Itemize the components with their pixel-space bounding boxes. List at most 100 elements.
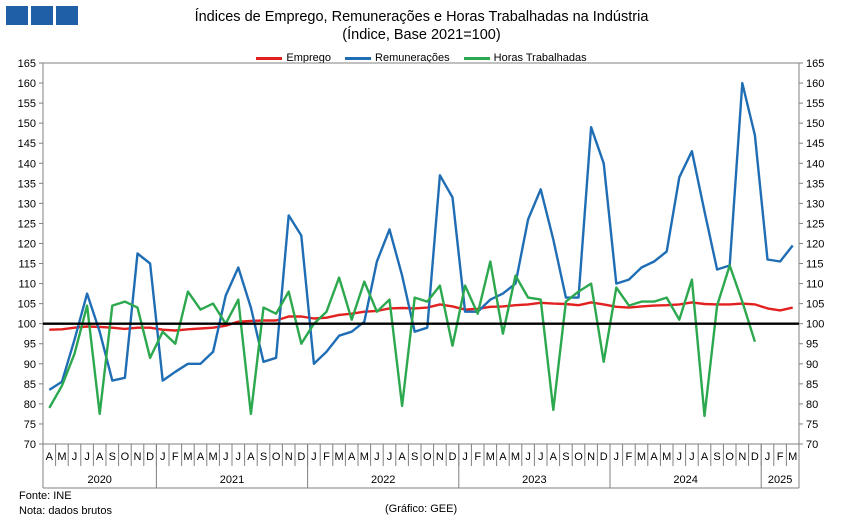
x-year-label: 2025: [768, 474, 792, 486]
x-month-label: N: [738, 451, 746, 463]
y-tick-label-right: 125: [806, 218, 824, 230]
y-tick-label-left: 155: [18, 98, 36, 110]
y-tick-label-left: 80: [24, 399, 36, 411]
x-month-label: N: [134, 451, 142, 463]
y-tick-label-left: 130: [18, 198, 36, 210]
y-tick-label-left: 105: [18, 299, 36, 311]
y-tick-label-left: 160: [18, 78, 36, 90]
x-month-label: J: [614, 451, 620, 463]
y-tick-label-left: 140: [18, 158, 36, 170]
x-month-label: J: [374, 451, 380, 463]
x-month-label: M: [662, 451, 671, 463]
x-month-label: O: [725, 451, 734, 463]
y-tick-label-left: 145: [18, 138, 36, 150]
x-month-label: J: [765, 451, 771, 463]
x-month-label: A: [348, 451, 356, 463]
y-tick-label-left: 95: [24, 339, 36, 351]
legend-label: Remunerações: [375, 52, 450, 64]
x-month-label: J: [84, 451, 90, 463]
y-tick-label-right: 150: [806, 118, 824, 130]
series-line-emprego: [49, 301, 793, 332]
x-month-label: M: [637, 451, 646, 463]
x-month-label: J: [236, 451, 242, 463]
y-tick-label-left: 165: [18, 58, 36, 70]
y-tick-label-left: 150: [18, 118, 36, 130]
y-tick-label-left: 100: [18, 319, 36, 331]
legend-swatch: [463, 56, 490, 60]
x-month-label: S: [562, 451, 569, 463]
x-month-label: O: [423, 451, 432, 463]
x-month-label: J: [538, 451, 544, 463]
x-year-label: 2020: [87, 474, 111, 486]
legend-label: Emprego: [286, 52, 332, 64]
x-month-label: F: [777, 451, 784, 463]
y-tick-label-right: 70: [806, 439, 818, 451]
y-tick-label-left: 120: [18, 238, 36, 250]
y-tick-label-left: 75: [24, 419, 36, 431]
y-tick-label-right: 155: [806, 98, 824, 110]
logo-block-2: [31, 6, 53, 25]
x-month-label: A: [650, 451, 658, 463]
legend-item: Emprego: [256, 52, 331, 64]
x-month-label: S: [260, 451, 267, 463]
x-month-label: D: [146, 451, 154, 463]
logo-block-3: [56, 6, 78, 25]
y-tick-label-right: 115: [806, 259, 824, 271]
x-month-label: D: [600, 451, 608, 463]
y-tick-label-right: 90: [806, 359, 818, 371]
y-tick-label-right: 95: [806, 339, 818, 351]
x-month-label: J: [689, 451, 695, 463]
legend-item: Remunerações: [345, 52, 450, 64]
x-month-label: F: [323, 451, 330, 463]
x-month-label: O: [121, 451, 130, 463]
x-month-label: F: [172, 451, 179, 463]
y-tick-label-right: 145: [806, 138, 824, 150]
y-tick-label-left: 70: [24, 439, 36, 451]
x-month-label: A: [247, 451, 255, 463]
x-month-label: J: [387, 451, 393, 463]
x-month-label: M: [788, 451, 797, 463]
y-tick-label-left: 90: [24, 359, 36, 371]
x-month-label: A: [499, 451, 507, 463]
y-tick-label-right: 165: [806, 58, 824, 70]
y-tick-label-right: 120: [806, 238, 824, 250]
x-month-label: O: [272, 451, 281, 463]
x-month-label: M: [335, 451, 344, 463]
y-tick-label-left: 125: [18, 218, 36, 230]
x-month-label: J: [525, 451, 531, 463]
x-month-label: M: [183, 451, 192, 463]
y-tick-label-right: 100: [806, 319, 824, 331]
x-month-label: M: [57, 451, 66, 463]
x-month-label: J: [311, 451, 317, 463]
y-tick-label-right: 110: [806, 279, 824, 291]
y-tick-label-left: 85: [24, 379, 36, 391]
x-month-label: D: [449, 451, 457, 463]
x-month-label: A: [96, 451, 104, 463]
y-tick-label-right: 135: [806, 178, 824, 190]
source-note: Fonte: INE: [19, 490, 72, 502]
x-month-label: A: [701, 451, 709, 463]
gee-logo: [6, 6, 78, 25]
y-tick-label-right: 75: [806, 419, 818, 431]
x-year-label: 2023: [522, 474, 546, 486]
y-tick-label-left: 115: [18, 259, 36, 271]
x-month-label: M: [511, 451, 520, 463]
x-month-label: S: [713, 451, 720, 463]
x-month-label: D: [751, 451, 759, 463]
x-month-label: J: [223, 451, 229, 463]
x-month-label: O: [574, 451, 583, 463]
plot-area-frame: [42, 62, 800, 445]
y-tick-label-left: 135: [18, 178, 36, 190]
x-month-label: S: [411, 451, 418, 463]
series-line-horas-trabalhadas: [48, 260, 757, 418]
y-tick-label-right: 80: [806, 399, 818, 411]
x-year-label: 2024: [673, 474, 697, 486]
x-year-label: 2021: [220, 474, 244, 486]
y-tick-label-right: 140: [806, 158, 824, 170]
chart-legend: Emprego Remunerações Horas Trabalhadas: [0, 52, 843, 64]
legend-swatch: [256, 56, 283, 60]
x-month-label: F: [626, 451, 633, 463]
x-month-label: J: [677, 451, 683, 463]
x-month-label: N: [587, 451, 595, 463]
